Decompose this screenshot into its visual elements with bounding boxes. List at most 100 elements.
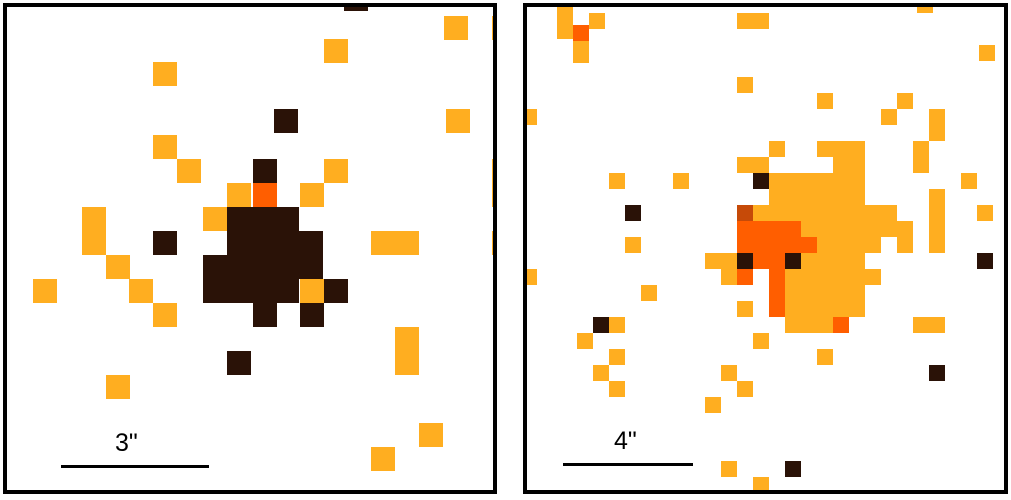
image-pixel bbox=[625, 237, 641, 253]
image-pixel bbox=[324, 39, 348, 63]
image-pixel bbox=[527, 269, 537, 285]
image-pixel bbox=[769, 269, 785, 285]
image-pixel bbox=[227, 351, 251, 375]
image-pixel bbox=[395, 327, 419, 375]
image-pixel bbox=[577, 333, 593, 349]
image-pixel bbox=[253, 159, 277, 183]
scalebar-line-left bbox=[61, 465, 209, 468]
image-pixel bbox=[753, 333, 769, 349]
image-pixel bbox=[785, 317, 833, 333]
image-pixel bbox=[593, 365, 609, 381]
image-pixel bbox=[324, 159, 348, 183]
image-pixel bbox=[609, 381, 625, 397]
scalebar-label-left: 3" bbox=[115, 429, 138, 457]
image-pixel bbox=[444, 16, 468, 40]
image-pixel bbox=[801, 253, 865, 269]
image-pixel bbox=[737, 221, 753, 237]
image-pixel bbox=[344, 7, 368, 11]
image-pixel bbox=[913, 141, 929, 173]
image-pixel bbox=[203, 207, 227, 231]
image-pixel bbox=[492, 16, 493, 40]
image-pixel bbox=[419, 423, 443, 447]
image-pixel bbox=[300, 183, 324, 207]
image-pixel bbox=[673, 173, 689, 189]
image-pixel bbox=[737, 301, 753, 317]
image-pixel bbox=[274, 109, 298, 133]
image-pixel bbox=[753, 477, 769, 490]
image-pixel bbox=[817, 141, 865, 157]
image-pixel bbox=[929, 237, 945, 253]
image-pixel bbox=[609, 173, 625, 189]
scalebar-line-right bbox=[563, 463, 693, 466]
image-pixel bbox=[929, 109, 945, 141]
image-pixel bbox=[785, 269, 881, 285]
image-pixel bbox=[769, 285, 785, 301]
image-pixel bbox=[82, 207, 106, 255]
image-pixel bbox=[300, 279, 324, 303]
image-pixel bbox=[33, 279, 57, 303]
image-pixel bbox=[153, 62, 177, 86]
image-pixel bbox=[977, 205, 993, 221]
image-pixel bbox=[769, 189, 865, 205]
image-pixel bbox=[721, 365, 737, 381]
image-pixel bbox=[737, 269, 753, 285]
image-pixel bbox=[817, 93, 833, 109]
image-pixel bbox=[977, 253, 993, 269]
image-pixel bbox=[492, 231, 493, 255]
image-pixel bbox=[897, 237, 913, 253]
image-pixel bbox=[573, 25, 589, 41]
image-pixel bbox=[153, 303, 177, 327]
image-pixel bbox=[769, 141, 785, 157]
image-pixel bbox=[106, 375, 130, 399]
image-pixel bbox=[769, 301, 785, 317]
image-pixel bbox=[979, 45, 995, 61]
image-pixel bbox=[446, 109, 470, 133]
image-pixel bbox=[705, 253, 737, 269]
image-pixel bbox=[753, 221, 801, 237]
image-pixel bbox=[721, 269, 737, 285]
image-pixel bbox=[817, 349, 833, 365]
image-pixel bbox=[753, 253, 785, 269]
image-pixel bbox=[753, 173, 769, 189]
image-pixel bbox=[227, 207, 299, 231]
scalebar-label-right: 4" bbox=[614, 427, 637, 455]
image-pixel bbox=[929, 365, 945, 381]
image-pixel bbox=[929, 205, 945, 221]
image-pixel bbox=[106, 255, 130, 279]
image-pixel bbox=[833, 157, 865, 189]
image-pixel bbox=[737, 253, 753, 269]
image-panel-right: 4" bbox=[523, 3, 1008, 494]
image-pixel bbox=[929, 189, 945, 205]
image-pixel bbox=[737, 237, 817, 253]
image-pixel bbox=[785, 253, 801, 269]
image-pixel bbox=[917, 7, 933, 13]
image-pixel bbox=[737, 77, 753, 93]
image-pixel bbox=[593, 317, 609, 333]
image-pixel bbox=[371, 231, 419, 255]
image-pixel bbox=[625, 205, 641, 221]
image-pixel bbox=[817, 237, 881, 253]
image-pixel bbox=[641, 285, 657, 301]
image-pixel bbox=[324, 279, 348, 303]
image-pixel bbox=[737, 13, 769, 29]
image-pixel bbox=[785, 301, 865, 317]
image-pixel bbox=[785, 461, 801, 477]
image-pixel bbox=[961, 173, 977, 189]
image-pixel bbox=[492, 159, 493, 207]
image-pixel bbox=[371, 447, 395, 471]
image-pixel bbox=[177, 159, 201, 183]
image-pixel bbox=[227, 183, 251, 207]
image-pixel bbox=[737, 381, 753, 397]
image-pixel bbox=[929, 221, 945, 237]
image-pixel bbox=[153, 231, 177, 255]
image-pixel bbox=[573, 41, 589, 63]
image-pixel bbox=[801, 221, 913, 237]
image-pixel bbox=[589, 13, 605, 29]
image-pixel bbox=[300, 303, 324, 327]
image-pixel bbox=[705, 397, 721, 413]
image-pixel bbox=[129, 279, 153, 303]
image-pixel bbox=[881, 109, 897, 125]
image-pixel bbox=[203, 255, 323, 279]
image-pixel bbox=[227, 231, 323, 255]
image-pixel bbox=[769, 173, 833, 189]
